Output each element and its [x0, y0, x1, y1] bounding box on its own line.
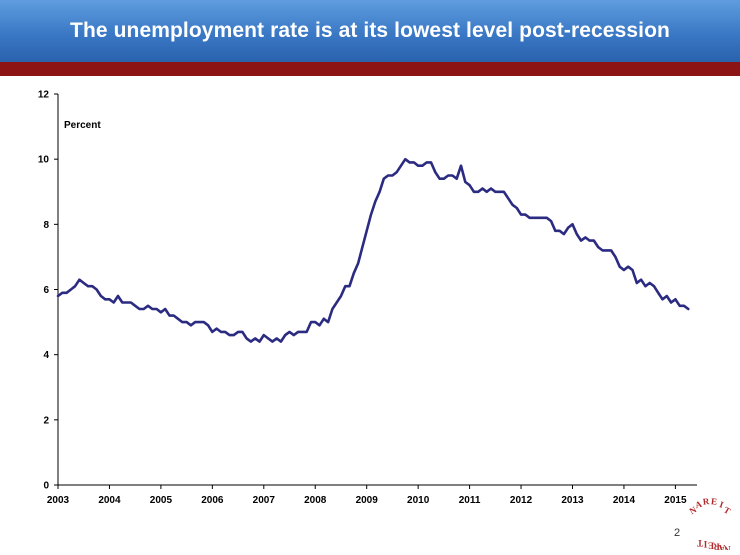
page-number: 2	[674, 527, 681, 539]
nareit-logo: NA R E ITT I E R A N	[688, 496, 733, 550]
x-tick-label: 2008	[304, 495, 327, 506]
logo-letter: E	[710, 496, 717, 507]
y-tick-label: 0	[43, 481, 49, 492]
logo-letter-mirrored: A	[718, 543, 725, 550]
x-tick-label: 2011	[459, 495, 481, 506]
x-tick-label: 2015	[664, 495, 687, 506]
x-tick-label: 2013	[561, 495, 584, 506]
logo-letter-mirrored: N	[724, 544, 731, 550]
title-bar: The unemployment rate is at its lowest l…	[0, 0, 740, 62]
x-tick-label: 2007	[253, 495, 276, 506]
logo-letter: R	[702, 496, 710, 507]
x-tick-label: 2009	[356, 495, 379, 506]
logo-letter-mirrored: E	[708, 540, 714, 550]
logo-letter-mirrored: T	[697, 538, 703, 548]
y-tick-label: 6	[43, 285, 49, 296]
logo-letter-mirrored: R	[713, 542, 720, 550]
logo-letter-mirrored: I	[703, 539, 707, 549]
y-tick-label: 10	[38, 155, 50, 166]
y-tick-label: 8	[43, 220, 49, 231]
slide-title: The unemployment rate is at its lowest l…	[70, 19, 670, 42]
logo-letter: N	[688, 504, 699, 516]
x-tick-label: 2006	[201, 495, 224, 506]
y-tick-label: 4	[43, 350, 49, 361]
unemployment-rate-line	[56, 157, 690, 343]
y-tick-label: 2	[43, 415, 49, 426]
y-tick-label: 12	[38, 90, 50, 101]
logo-letter: T	[722, 505, 732, 517]
x-tick-label: 2004	[98, 495, 121, 506]
x-tick-label: 2005	[150, 495, 173, 506]
logo-letter: I	[718, 499, 725, 510]
x-tick-label: 2010	[407, 495, 430, 506]
logo-letter: A	[694, 499, 704, 511]
x-tick-label: 2003	[47, 495, 70, 506]
x-tick-label: 2014	[613, 495, 636, 506]
x-tick-label: 2012	[510, 495, 533, 506]
accent-bar	[0, 62, 740, 76]
y-axis-unit-label: Percent	[64, 120, 101, 131]
